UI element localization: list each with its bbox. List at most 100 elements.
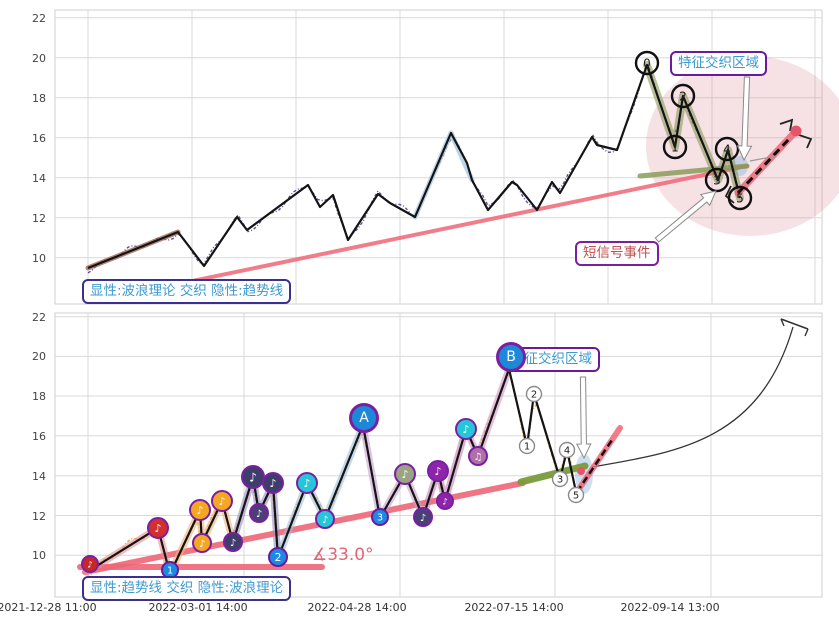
marker-glyph: 2 (275, 551, 282, 564)
bracket-mark (798, 134, 813, 149)
y-tick-bottom: 10 (32, 549, 46, 563)
elliott-point-number: 5 (573, 491, 579, 502)
elliott-point-number: 2 (679, 90, 687, 104)
bottom-panel-legend: 显性:趋势线 交织 隐性:波浪理论 (82, 576, 292, 602)
panel-border-top (54, 9, 823, 305)
bracket-mark (779, 118, 794, 132)
trend-line (118, 164, 749, 298)
y-tick-top: 16 (32, 131, 46, 145)
elliott-point-circle (714, 136, 740, 162)
marker-glyph: ♪ (303, 477, 310, 490)
marker-glyph: ♫ (474, 452, 483, 463)
marker-glyph: ♪ (199, 539, 205, 550)
arc-end-hook (780, 318, 785, 327)
x-tick-label: 2022-09-14 13:00 (620, 601, 720, 614)
wave-note-marker (81, 555, 99, 573)
marker-glyph: ♪ (434, 465, 441, 478)
marker-glyph: ♪ (401, 468, 408, 481)
angle-annotation: ∡33.0° (312, 545, 374, 565)
elliott-point-number: 1 (671, 141, 679, 155)
wave-note-marker (192, 533, 212, 553)
marker-glyph: ♪ (196, 504, 203, 517)
wave-note-marker (315, 509, 335, 529)
marker-glyph: ♪ (249, 471, 257, 485)
elliott-point-number: 1 (524, 442, 530, 453)
wave-label-B: B (496, 342, 526, 372)
x-tick-label: 2022-03-01 14:00 (148, 601, 248, 614)
elliott-point-number: 4 (723, 143, 731, 157)
elliott-point-circle (525, 385, 543, 403)
wave-note-marker (394, 463, 416, 485)
wave-note-marker (427, 460, 449, 482)
y-tick-bottom: 20 (32, 350, 46, 364)
y-tick-bottom: 18 (32, 390, 46, 403)
y-tick-bottom: 14 (32, 469, 46, 483)
marker-glyph: ♪ (269, 477, 276, 490)
callout-arrow (576, 376, 592, 460)
wave-note-marker (371, 508, 389, 526)
marker-glyph: ♪ (322, 515, 328, 526)
arc-end-bar (780, 318, 809, 330)
elliott-point-circle (551, 470, 569, 488)
elliott-point-number: 2 (531, 390, 537, 401)
y-tick-top: 12 (32, 211, 46, 225)
wave-note-marker (268, 547, 288, 567)
green-trend-segment (517, 462, 589, 486)
wave-color-overlay (274, 421, 367, 562)
wave-note-marker (436, 492, 454, 510)
elliott-point-circle (727, 185, 753, 211)
elliott-point-circle (567, 486, 585, 504)
callout-arrow (654, 190, 717, 243)
marker-glyph: ♪ (442, 497, 448, 507)
wave-note-marker (211, 490, 233, 512)
wave-note-marker (455, 418, 477, 440)
elliott-point-circle (518, 437, 536, 455)
wave-note-marker (189, 499, 211, 521)
projection-end-dot (790, 125, 802, 137)
x-tick-label: 2021-12-28 11:00 (0, 601, 97, 614)
y-tick-top: 14 (32, 171, 46, 185)
x-tick-label: 2022-04-28 14:00 (307, 601, 407, 614)
elliott-point-number: 3 (713, 174, 721, 188)
connector-line (749, 155, 777, 162)
wave-color-overlay (412, 130, 475, 220)
wave-label-A: A (349, 403, 379, 433)
panel-border-bottom (54, 312, 823, 598)
y-tick-top: 10 (32, 251, 46, 265)
marker-glyph: ♪ (230, 538, 236, 549)
wave-note-marker (413, 507, 433, 527)
x-tick-label: 2022-07-15 14:00 (464, 601, 564, 614)
elliott-point-circle (558, 441, 576, 459)
y-tick-top: 22 (32, 11, 46, 25)
elliott-point-circle (704, 167, 730, 193)
elliott-point-number: 4 (564, 446, 570, 457)
marker-glyph: ♪ (218, 495, 225, 508)
signal-dot (577, 467, 585, 475)
y-tick-bottom: 12 (32, 509, 46, 523)
callout-arrow (736, 76, 753, 162)
wave-note-marker (223, 532, 243, 552)
marker-glyph: ♪ (154, 522, 161, 535)
marker-glyph: 3 (377, 513, 383, 524)
marker-glyph: ♪ (87, 560, 93, 570)
elliott-point-circle (670, 83, 696, 109)
y-tick-bottom: 22 (32, 310, 46, 324)
feature-zone-label-top: 特征交织区域 (670, 51, 767, 77)
top-panel-legend: 显性:波浪理论 交织 隐性:趋势线 (82, 279, 292, 305)
bracket-mark (724, 185, 735, 204)
elliott-point-number: 3 (557, 475, 563, 486)
elliott-point-number: 0 (643, 57, 651, 71)
elliott-point-circle (634, 50, 660, 76)
y-tick-bottom: 16 (32, 429, 46, 443)
short-signal-label: 短信号事件 (575, 241, 659, 267)
forecast-arc (591, 326, 794, 468)
marker-glyph: ♪ (256, 509, 262, 520)
y-tick-top: 18 (32, 91, 46, 105)
wave-note-marker (262, 472, 284, 494)
wave-line-top (87, 63, 742, 270)
marker-glyph: ♪ (420, 513, 426, 524)
wave-note-marker (147, 517, 169, 539)
marker-glyph: ♪ (462, 423, 469, 436)
